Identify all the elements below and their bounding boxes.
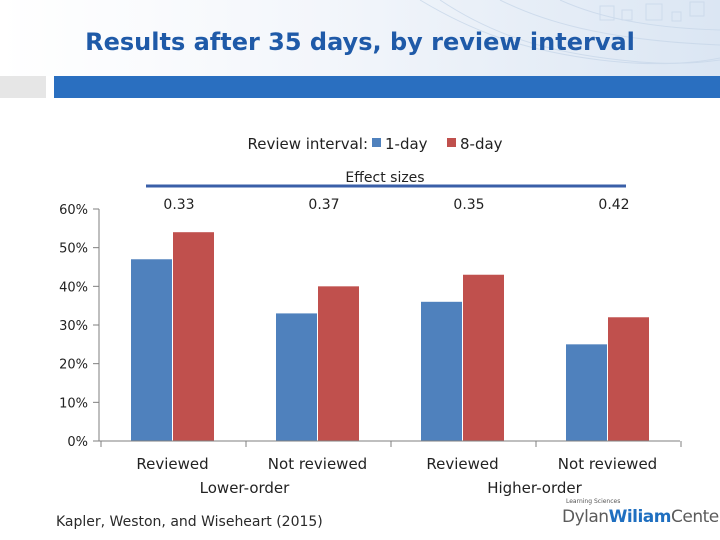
y-tick-label: 40% (59, 280, 88, 295)
legend-prefix: Review interval: (247, 135, 368, 153)
effect-size-value: 0.37 (308, 197, 339, 213)
brand-tagline: Learning Sciences (566, 498, 621, 505)
bar-1-day-1 (131, 259, 172, 441)
bar-8-day-1 (173, 232, 214, 441)
bar-8-day-3 (463, 274, 504, 441)
slide-title: Results after 35 days, by review interva… (85, 28, 635, 56)
x-axis-labels: Reviewed Not reviewed Reviewed Not reviewed… (136, 455, 657, 497)
group-label: Lower-order (200, 479, 290, 497)
category-label: Reviewed (136, 455, 208, 473)
header-decoration (419, 0, 720, 65)
brand-logo: Learning Sciences DylanWiliamCenter (562, 498, 720, 534)
y-tick-label: 10% (59, 396, 88, 411)
legend-swatch-1-day (372, 138, 381, 147)
effect-size-value: 0.42 (598, 197, 629, 213)
header-bar-left (0, 76, 46, 98)
bars (131, 232, 649, 441)
effect-size-value: 0.33 (163, 197, 194, 213)
y-tick-label: 50% (59, 242, 88, 257)
axes: 0% 10% 20% 30% 40% 50% 60% (59, 203, 682, 450)
header-bar (54, 76, 720, 98)
legend-entry: 1-day (385, 135, 428, 153)
bar-8-day-4 (608, 317, 649, 441)
source-citation: Kapler, Weston, and Wiseheart (2015) (56, 514, 323, 530)
chart-legend: Review interval: 1-day 8-day (247, 135, 502, 153)
effect-size-header: Effect sizes (345, 170, 424, 186)
bar-1-day-4 (566, 344, 607, 441)
category-label: Not reviewed (268, 455, 367, 473)
category-label: Reviewed (426, 455, 498, 473)
y-tick-label: 60% (59, 203, 88, 218)
group-label: Higher-order (487, 479, 582, 497)
effect-size-value: 0.35 (453, 197, 484, 213)
brand-name-part: Dylan (562, 507, 609, 527)
slide-header (0, 0, 720, 98)
legend-swatch-8-day (447, 138, 456, 147)
legend-entry: 8-day (460, 135, 503, 153)
y-tick-label: 20% (59, 358, 88, 373)
bar-1-day-3 (421, 301, 462, 441)
bar-8-day-2 (318, 286, 359, 441)
brand-name: DylanWiliamCenter (562, 507, 720, 527)
category-label: Not reviewed (558, 455, 657, 473)
brand-name-part: Wiliam (608, 507, 672, 527)
effect-size-annotations: Effect sizes 0.33 0.37 0.35 0.42 (146, 170, 630, 213)
y-tick-label: 30% (59, 319, 88, 334)
brand-name-part: Center (671, 507, 720, 527)
bar-1-day-2 (276, 313, 317, 441)
y-tick-label: 0% (67, 435, 88, 450)
